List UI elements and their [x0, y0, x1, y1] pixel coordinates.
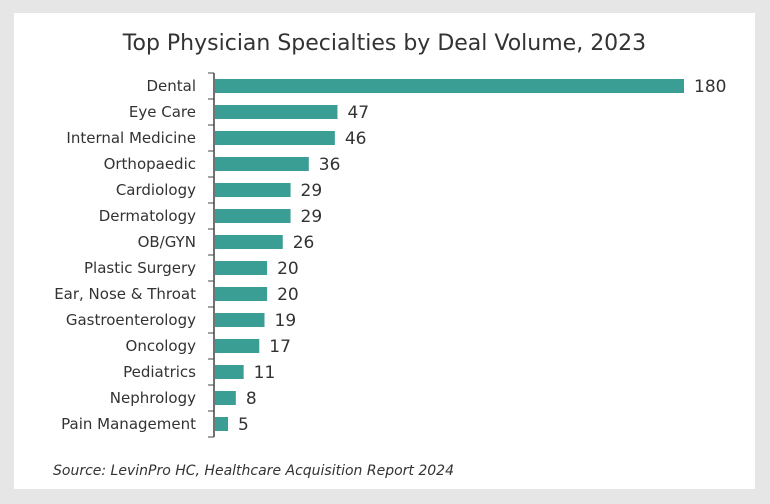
bar	[215, 313, 265, 327]
value-label: 46	[345, 129, 367, 149]
value-label: 29	[301, 181, 323, 201]
bar	[215, 131, 335, 145]
category-label: Internal Medicine	[66, 129, 196, 147]
category-label: Plastic Surgery	[84, 259, 196, 277]
value-label: 5	[238, 415, 249, 435]
category-label: Dermatology	[99, 207, 196, 225]
value-label: 20	[277, 285, 299, 305]
value-label: 180	[694, 77, 726, 97]
bar	[215, 261, 268, 275]
value-label: 47	[347, 103, 369, 123]
category-label: Ear, Nose & Throat	[54, 285, 196, 303]
value-label: 11	[254, 363, 276, 383]
value-label: 8	[246, 389, 257, 409]
value-label: 19	[275, 311, 297, 331]
value-label: 29	[301, 207, 323, 227]
category-label: Cardiology	[116, 181, 196, 199]
bar	[215, 287, 268, 301]
category-label: Pediatrics	[123, 363, 196, 381]
chart-title: Top Physician Specialties by Deal Volume…	[122, 31, 647, 56]
category-label: Eye Care	[129, 103, 196, 121]
category-label: Oncology	[126, 337, 197, 355]
bar	[215, 157, 309, 171]
category-label: Dental	[146, 77, 196, 95]
bar-chart: Dental 180 Eye Care 47 Internal Medicine 46 Or…	[54, 72, 726, 438]
category-label: Nephrology	[110, 389, 196, 407]
chart-card: Top Physician Specialties by Deal Volume…	[14, 13, 755, 489]
category-label: Pain Management	[61, 415, 196, 433]
value-label: 26	[293, 233, 315, 253]
bar	[215, 183, 291, 197]
bar	[215, 391, 236, 405]
category-label: Orthopaedic	[104, 155, 196, 173]
bar	[215, 339, 260, 353]
bar	[215, 235, 283, 249]
value-label: 17	[269, 337, 291, 357]
bar	[215, 79, 684, 93]
category-label: Gastroenterology	[66, 311, 196, 329]
bar	[215, 365, 244, 379]
value-label: 20	[277, 259, 299, 279]
category-label: OB/GYN	[138, 233, 196, 251]
source-note: Source: LevinPro HC, Healthcare Acquisit…	[53, 463, 454, 479]
bar	[215, 105, 338, 119]
bar	[215, 417, 229, 431]
bar	[215, 209, 291, 223]
value-label: 36	[319, 155, 341, 175]
